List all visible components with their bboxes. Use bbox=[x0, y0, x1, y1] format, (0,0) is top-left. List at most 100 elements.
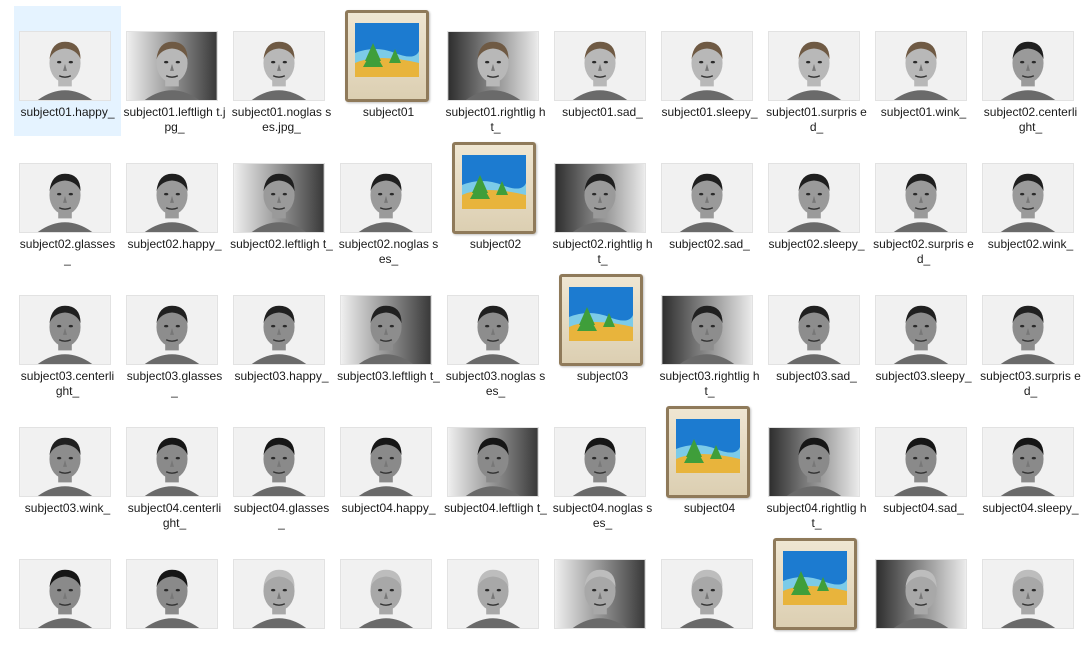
file-item-photo[interactable]: subject04.leftligh t_ bbox=[442, 402, 549, 532]
file-item-photo[interactable]: subject01.noglas ses.jpg_ bbox=[228, 6, 335, 136]
file-item-photo[interactable]: subject01.leftligh t.jpg_ bbox=[121, 6, 228, 136]
file-name-label: subject03.happy_ bbox=[234, 369, 329, 383]
face-photo-thumbnail bbox=[982, 559, 1074, 629]
file-item-photo[interactable] bbox=[977, 534, 1084, 664]
file-item-photo[interactable] bbox=[656, 534, 763, 664]
file-item-photo[interactable]: subject04.noglas ses_ bbox=[549, 402, 656, 532]
face-photo-thumbnail bbox=[19, 163, 111, 233]
file-name-label: subject03.sad_ bbox=[776, 369, 857, 383]
file-item-photo[interactable]: subject02.sad_ bbox=[656, 138, 763, 268]
file-name-label: subject01.happy_ bbox=[20, 105, 115, 119]
file-item-photo[interactable] bbox=[14, 534, 121, 664]
file-name-label: subject02.happy_ bbox=[127, 237, 222, 251]
face-photo-thumbnail bbox=[768, 31, 860, 101]
file-item-photo[interactable]: subject02.wink_ bbox=[977, 138, 1084, 268]
face-photo-thumbnail bbox=[982, 163, 1074, 233]
face-photo-thumbnail bbox=[19, 559, 111, 629]
file-grid: subject01.happy_ subject01.leftligh t.jp… bbox=[14, 6, 1084, 630]
file-item-photo[interactable] bbox=[442, 534, 549, 664]
file-item-folder-icon[interactable]: subject03 bbox=[549, 270, 656, 400]
file-item-photo[interactable]: subject03.sleepy_ bbox=[870, 270, 977, 400]
file-name-label: subject02.wink_ bbox=[987, 237, 1074, 251]
file-item-photo[interactable]: subject01.sad_ bbox=[549, 6, 656, 136]
file-item-photo[interactable]: subject03.wink_ bbox=[14, 402, 121, 532]
face-photo-thumbnail bbox=[875, 163, 967, 233]
face-photo-thumbnail bbox=[875, 559, 967, 629]
file-item-photo[interactable]: subject03.centerli ght_ bbox=[14, 270, 121, 400]
file-item-photo[interactable] bbox=[228, 534, 335, 664]
face-photo-thumbnail bbox=[233, 295, 325, 365]
face-photo-thumbnail bbox=[19, 427, 111, 497]
file-item-folder-icon[interactable]: subject04 bbox=[656, 402, 763, 532]
file-item-photo[interactable]: subject04.sleepy_ bbox=[977, 402, 1084, 532]
file-item-photo[interactable]: subject04.rightlig ht_ bbox=[763, 402, 870, 532]
file-item-folder-icon[interactable] bbox=[763, 534, 870, 664]
face-photo-thumbnail bbox=[447, 427, 539, 497]
file-name-label: subject02.sad_ bbox=[669, 237, 750, 251]
face-photo-thumbnail bbox=[126, 295, 218, 365]
face-photo-thumbnail bbox=[768, 163, 860, 233]
face-photo-thumbnail bbox=[768, 295, 860, 365]
face-photo-thumbnail bbox=[126, 31, 218, 101]
file-item-photo[interactable]: subject03.happy_ bbox=[228, 270, 335, 400]
file-item-photo[interactable]: subject04.happy_ bbox=[335, 402, 442, 532]
file-item-photo[interactable] bbox=[549, 534, 656, 664]
file-item-photo[interactable]: subject03.leftligh t_ bbox=[335, 270, 442, 400]
face-photo-thumbnail bbox=[447, 559, 539, 629]
file-item-photo[interactable]: subject02.surpris ed_ bbox=[870, 138, 977, 268]
file-item-photo[interactable] bbox=[335, 534, 442, 664]
file-item-photo[interactable] bbox=[870, 534, 977, 664]
file-item-photo[interactable]: subject02.glasses _ bbox=[14, 138, 121, 268]
face-photo-thumbnail bbox=[233, 559, 325, 629]
face-photo-thumbnail bbox=[875, 295, 967, 365]
file-item-photo[interactable]: subject02.happy_ bbox=[121, 138, 228, 268]
file-name-label: subject04.leftligh t_ bbox=[444, 501, 547, 515]
file-item-photo[interactable]: subject01.wink_ bbox=[870, 6, 977, 136]
face-photo-thumbnail bbox=[554, 427, 646, 497]
file-item-photo[interactable]: subject02.rightlig ht_ bbox=[549, 138, 656, 268]
file-name-label: subject04.noglas ses_ bbox=[552, 501, 653, 530]
file-item-photo[interactable]: subject03.rightlig ht_ bbox=[656, 270, 763, 400]
file-item-photo[interactable]: subject04.glasses _ bbox=[228, 402, 335, 532]
face-photo-thumbnail bbox=[554, 163, 646, 233]
face-photo-thumbnail bbox=[875, 31, 967, 101]
file-item-photo[interactable]: subject02.leftligh t_ bbox=[228, 138, 335, 268]
face-photo-thumbnail bbox=[982, 295, 1074, 365]
face-photo-thumbnail bbox=[661, 559, 753, 629]
file-name-label: subject04.centerli ght_ bbox=[127, 501, 222, 530]
file-item-photo[interactable]: subject03.sad_ bbox=[763, 270, 870, 400]
file-item-photo[interactable]: subject01.rightlig ht_ bbox=[442, 6, 549, 136]
file-item-photo[interactable]: subject03.surpris ed_ bbox=[977, 270, 1084, 400]
face-photo-thumbnail bbox=[982, 31, 1074, 101]
file-item-folder-icon[interactable]: subject02 bbox=[442, 138, 549, 268]
file-name-label: subject02.sleepy_ bbox=[768, 237, 865, 251]
file-name-label: subject03.sleepy_ bbox=[875, 369, 972, 383]
face-photo-thumbnail bbox=[340, 295, 432, 365]
face-photo-thumbnail bbox=[340, 163, 432, 233]
face-photo-thumbnail bbox=[126, 163, 218, 233]
file-item-photo[interactable]: subject04.centerli ght_ bbox=[121, 402, 228, 532]
file-item-photo[interactable]: subject01.happy_ bbox=[14, 6, 121, 136]
face-photo-thumbnail bbox=[233, 427, 325, 497]
face-photo-thumbnail bbox=[340, 559, 432, 629]
file-item-photo[interactable]: subject02.noglas ses_ bbox=[335, 138, 442, 268]
file-name-label: subject03.wink_ bbox=[24, 501, 111, 515]
face-photo-thumbnail bbox=[447, 295, 539, 365]
file-item-folder-icon[interactable]: subject01 bbox=[335, 6, 442, 136]
file-item-photo[interactable]: subject04.sad_ bbox=[870, 402, 977, 532]
file-item-photo[interactable] bbox=[121, 534, 228, 664]
file-item-photo[interactable]: subject01.surpris ed_ bbox=[763, 6, 870, 136]
face-photo-thumbnail bbox=[875, 427, 967, 497]
file-item-photo[interactable]: subject01.sleepy_ bbox=[656, 6, 763, 136]
file-name-label: subject01.rightlig ht_ bbox=[445, 105, 546, 134]
file-item-photo[interactable]: subject03.noglas ses_ bbox=[442, 270, 549, 400]
file-item-photo[interactable]: subject02.centerli ght_ bbox=[977, 6, 1084, 136]
file-name-label: subject03.noglas ses_ bbox=[445, 369, 546, 398]
file-name-label: subject02.noglas ses_ bbox=[338, 237, 439, 266]
file-name-label: subject01.leftligh t.jpg_ bbox=[123, 105, 226, 134]
face-photo-thumbnail bbox=[768, 427, 860, 497]
file-item-photo[interactable]: subject02.sleepy_ bbox=[763, 138, 870, 268]
face-photo-thumbnail bbox=[19, 31, 111, 101]
file-item-photo[interactable]: subject03.glasses _ bbox=[121, 270, 228, 400]
image-file-icon bbox=[666, 406, 750, 498]
